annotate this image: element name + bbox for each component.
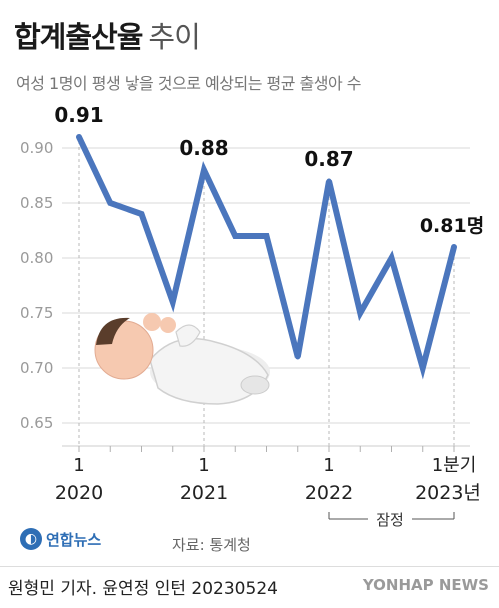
xtick-quarter-label: 1 <box>73 455 84 476</box>
data-point <box>451 244 457 250</box>
data-point <box>389 255 394 261</box>
ytick-label: 0.85 <box>20 194 53 212</box>
data-point <box>295 354 301 360</box>
data-label: 0.87 <box>304 147 353 171</box>
data-point <box>107 200 113 206</box>
baby-illustration <box>94 313 270 405</box>
footer-divider <box>0 566 499 567</box>
chart-subtitle: 여성 1명이 평생 낳을 것으로 예상되는 평균 출생아 수 <box>16 74 362 93</box>
data-label: 0.91 <box>54 103 103 127</box>
ytick-label: 0.70 <box>20 359 53 377</box>
ytick-label: 0.65 <box>20 414 53 432</box>
data-point <box>232 233 238 239</box>
xtick-quarter-label: 1 <box>323 455 334 476</box>
source-note: 자료: 통계청 <box>172 536 251 554</box>
xtick-year-label: 2020 <box>55 482 103 504</box>
data-point <box>76 134 82 140</box>
credit-line: 원형민 기자. 윤연정 인턴 20230524 <box>8 579 278 599</box>
xtick-year-label: 2021 <box>180 482 228 504</box>
data-label: 0.81명 <box>420 215 484 237</box>
logo-text: 연합뉴스 <box>46 530 102 549</box>
agency-watermark: YONHAP NEWS <box>362 576 489 594</box>
xtick-quarter-label: 1 <box>198 455 209 476</box>
ytick-label: 0.80 <box>20 249 53 267</box>
xtick-year-label: 2022 <box>305 482 353 504</box>
title-sub: 추이 <box>148 20 200 54</box>
ytick-label: 0.90 <box>20 139 53 157</box>
page-title: 합계출산율 추이 <box>14 14 201 56</box>
data-point <box>357 310 363 316</box>
data-point <box>170 299 176 305</box>
ytick-label: 0.75 <box>20 304 53 322</box>
yonhap-logo: ◐ 연합뉴스 <box>20 528 101 550</box>
xtick-year-label: 2023년 <box>415 482 481 504</box>
data-point <box>201 167 207 173</box>
data-point <box>420 365 426 371</box>
data-point <box>326 178 332 184</box>
provisional-label: 잠정 <box>376 511 404 529</box>
logo-icon: ◐ <box>20 528 42 550</box>
xtick-quarter-label: 1분기 <box>432 455 477 476</box>
data-label: 0.88 <box>179 136 228 160</box>
fertility-rate-chart: 0.65 0.70 0.75 0.80 0.85 0.90 1 2020 1 2021 1 2022… <box>20 103 484 529</box>
title-main: 합계출산율 <box>14 20 143 54</box>
data-point <box>264 233 269 239</box>
data-point <box>139 211 144 217</box>
